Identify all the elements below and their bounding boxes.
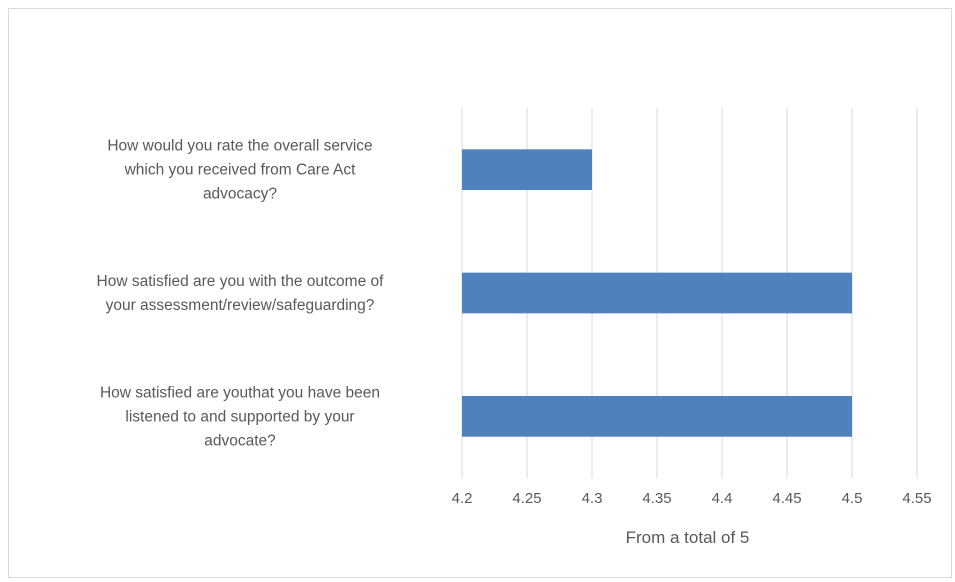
x-tick-label: 4.4 xyxy=(712,490,733,507)
x-tick-label: 4.55 xyxy=(902,490,931,507)
category-label-line: How satisfied are youthat you have been xyxy=(100,384,380,401)
bar xyxy=(462,395,852,437)
category-label-line: advocacy? xyxy=(203,186,277,203)
category-label-line: your assessment/review/safeguarding? xyxy=(106,297,375,314)
x-tick-label: 4.45 xyxy=(772,490,801,507)
category-label-line: How would you rate the overall service xyxy=(107,138,372,155)
x-tick-label: 4.2 xyxy=(452,490,473,507)
x-tick-label: 4.25 xyxy=(512,490,541,507)
category-labels: How would you rate the overall service wh… xyxy=(97,138,385,450)
category-label-line: How satisfied are you with the outcome o… xyxy=(97,273,385,290)
x-tick-label: 4.5 xyxy=(842,490,863,507)
category-label-line: advocate? xyxy=(204,432,276,449)
x-tick-label: 4.35 xyxy=(642,490,671,507)
x-axis-title: From a total of 5 xyxy=(626,528,750,547)
bar xyxy=(462,149,592,191)
bars xyxy=(462,149,852,437)
category-label-line: which you received from Care Act xyxy=(124,162,357,179)
x-tick-label: 4.3 xyxy=(582,490,603,507)
category-label-line: listened to and supported by your xyxy=(125,408,354,425)
bar xyxy=(462,272,852,314)
x-tick-labels: 4.2 4.25 4.3 4.35 4.4 4.45 4.5 4.55 xyxy=(452,490,932,507)
